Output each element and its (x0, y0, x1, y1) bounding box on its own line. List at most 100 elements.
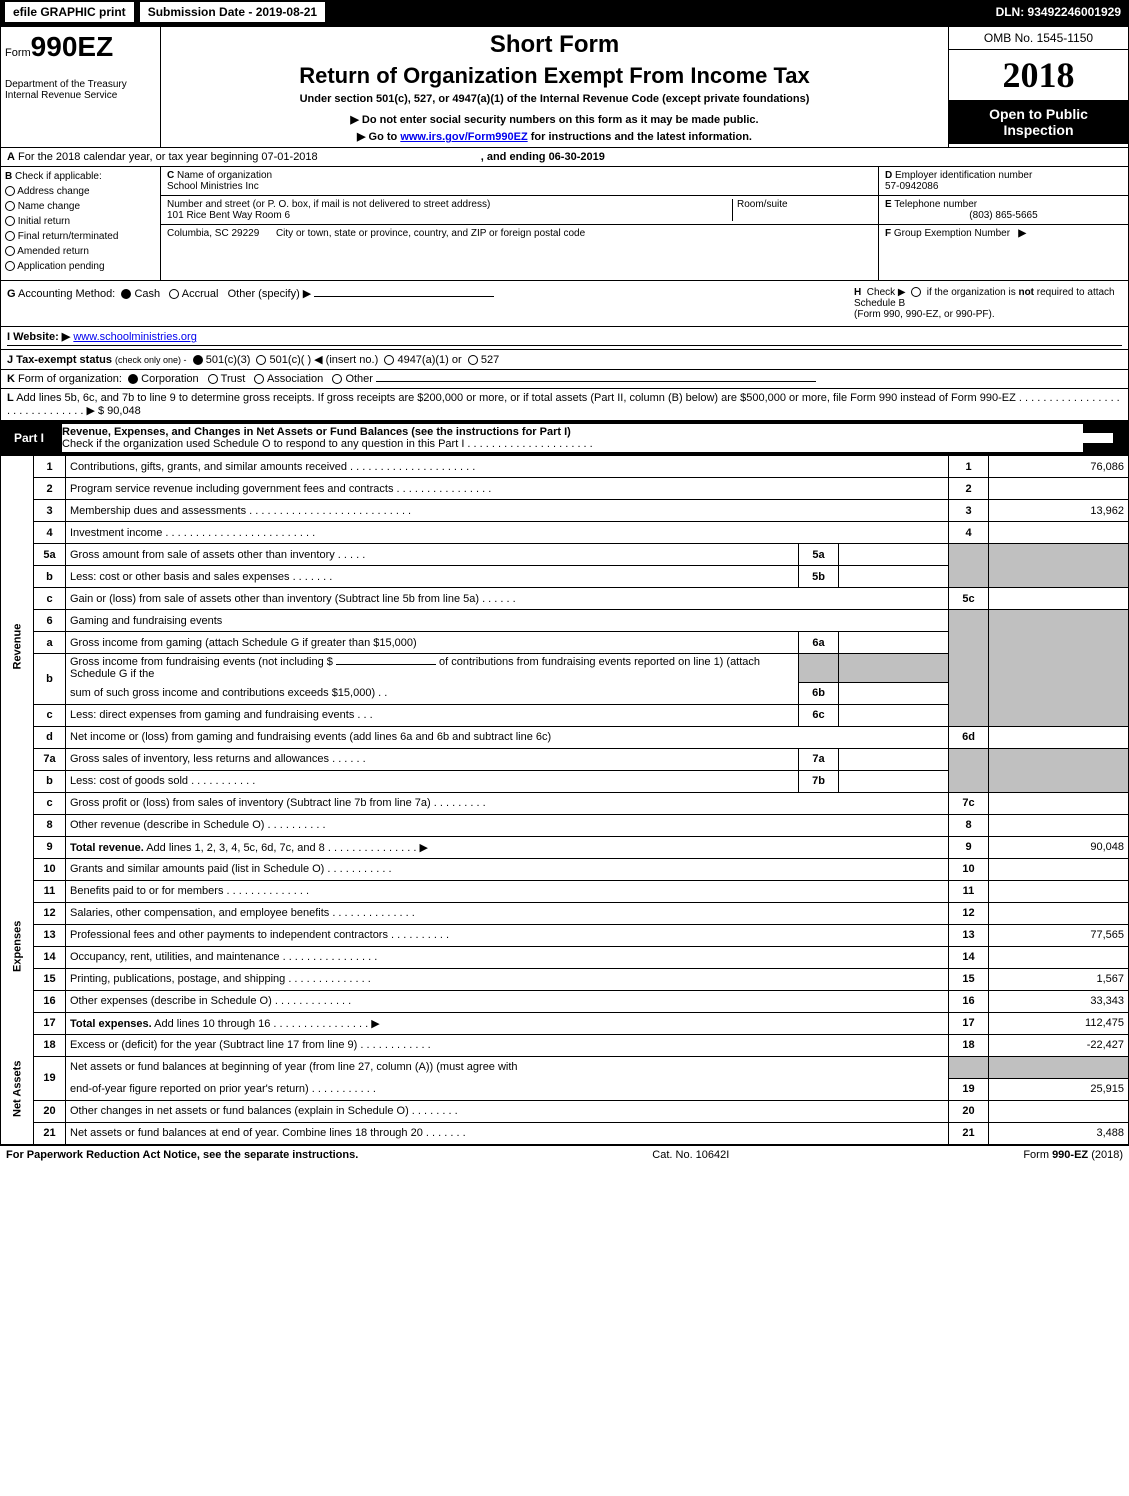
instruction-2: ▶ Go to www.irs.gov/Form990EZ for instru… (171, 130, 938, 143)
line-20-box: 20 (949, 1100, 989, 1122)
line-12-num: 12 (34, 902, 66, 924)
phone-label: Telephone number (894, 199, 977, 210)
row-g: G Accounting Method: Cash Accrual Other … (1, 281, 848, 326)
line-21: 21 Net assets or fund balances at end of… (1, 1122, 1129, 1144)
entity-left-checks: B Check if applicable: Address change Na… (1, 167, 161, 280)
line-11-box: 11 (949, 880, 989, 902)
check-h[interactable] (911, 287, 921, 297)
check-association[interactable] (254, 374, 264, 384)
check-accrual[interactable] (169, 289, 179, 299)
line-6b-subval (839, 682, 949, 704)
header-left: Form990EZ Department of the Treasury Int… (1, 27, 161, 147)
line-15: 15 Printing, publications, postage, and … (1, 968, 1129, 990)
open-line2: Inspection (953, 122, 1124, 138)
shaded-6b-sub (799, 654, 839, 683)
header-center: Short Form Return of Organization Exempt… (161, 27, 948, 147)
line-6d: d Net income or (loss) from gaming and f… (1, 726, 1129, 748)
line-1-amount: 76,086 (989, 456, 1129, 478)
label-l: L (7, 392, 14, 404)
j-label: J Tax-exempt status (7, 354, 112, 366)
line-20-desc: Other changes in net assets or fund bala… (66, 1100, 949, 1122)
line-6b-desc3: sum of such gross income and contributio… (66, 682, 799, 704)
line-19-desc: Net assets or fund balances at beginning… (66, 1056, 949, 1078)
line-6-num: 6 (34, 610, 66, 632)
check-final-return[interactable] (5, 231, 15, 241)
check-other-org[interactable] (332, 374, 342, 384)
line-17-amount: 112,475 (989, 1012, 1129, 1034)
city-value: Columbia, SC 29229 (167, 228, 259, 239)
line-5c-box: 5c (949, 588, 989, 610)
efile-print-button[interactable]: efile GRAPHIC print (4, 1, 135, 23)
row-j-tax-status: J Tax-exempt status (check only one) - 5… (0, 350, 1129, 370)
footer-left: For Paperwork Reduction Act Notice, see … (6, 1149, 358, 1161)
line-6b-desc1: Gross income from fundraising events (no… (70, 656, 336, 668)
check-address-change[interactable] (5, 186, 15, 196)
line-17-desc-wrap: Total expenses. Add lines 10 through 16 … (66, 1012, 949, 1034)
line-4-num: 4 (34, 522, 66, 544)
line-13-num: 13 (34, 924, 66, 946)
line-6a-desc: Gross income from gaming (attach Schedul… (66, 632, 799, 654)
line-5a-num: 5a (34, 544, 66, 566)
line-8-amount (989, 814, 1129, 836)
name-change-label: Name change (18, 201, 80, 212)
check-trust[interactable] (208, 374, 218, 384)
line-19-box: 19 (949, 1078, 989, 1100)
check-pending[interactable] (5, 261, 15, 271)
dln-label: DLN: 93492246001929 (996, 5, 1129, 19)
main-title: Return of Organization Exempt From Incom… (171, 63, 938, 89)
check-501c3[interactable] (193, 355, 203, 365)
check-527[interactable] (468, 355, 478, 365)
shaded-19 (949, 1056, 989, 1078)
line-18-num: 18 (34, 1034, 66, 1056)
label-g: G (7, 288, 16, 300)
line-15-num: 15 (34, 968, 66, 990)
line-3-desc: Membership dues and assessments . . . . … (66, 500, 949, 522)
entity-center: C Name of organization School Ministries… (161, 167, 878, 280)
short-form-title: Short Form (171, 31, 938, 59)
check-4947[interactable] (384, 355, 394, 365)
irs-label: Internal Revenue Service (5, 90, 156, 101)
part-1-check[interactable] (1113, 433, 1123, 443)
line-11-desc: Benefits paid to or for members . . . . … (66, 880, 949, 902)
check-name-change[interactable] (5, 201, 15, 211)
line-10-box: 10 (949, 858, 989, 880)
line-11-num: 11 (34, 880, 66, 902)
label-f: F (885, 228, 891, 239)
line-7a: 7a Gross sales of inventory, less return… (1, 748, 1129, 770)
website-link[interactable]: www.schoolministries.org (73, 331, 196, 343)
check-corporation[interactable] (128, 374, 138, 384)
line-10-desc: Grants and similar amounts paid (list in… (66, 858, 949, 880)
line-11: 11 Benefits paid to or for members . . .… (1, 880, 1129, 902)
form-prefix: Form (5, 47, 31, 59)
check-501c[interactable] (256, 355, 266, 365)
check-amended[interactable] (5, 246, 15, 256)
other-specify-label: Other (specify) ▶ (228, 288, 312, 300)
tax-year: 2018 (949, 50, 1128, 100)
row-a-text1: For the 2018 calendar year, or tax year … (18, 151, 318, 163)
netassets-side-label: Net Assets (1, 1034, 34, 1144)
line-6b-sub: 6b (799, 682, 839, 704)
line-5c-amount (989, 588, 1129, 610)
revenue-side-label: Revenue (1, 456, 34, 837)
line-7c-num: c (34, 792, 66, 814)
line-6c-sub: 6c (799, 704, 839, 726)
line-2-box: 2 (949, 478, 989, 500)
check-cash[interactable] (121, 289, 131, 299)
check-initial-return[interactable] (5, 216, 15, 226)
line-17-desc2: Add lines 10 through 16 . . . . . . . . … (152, 1018, 380, 1030)
irs-link[interactable]: www.irs.gov/Form990EZ (400, 131, 527, 143)
amended-label: Amended return (17, 246, 89, 257)
part-1-title: Revenue, Expenses, and Changes in Net As… (62, 426, 571, 438)
omb-number: OMB No. 1545-1150 (949, 27, 1128, 50)
line-18: Net Assets 18 Excess or (deficit) for th… (1, 1034, 1129, 1056)
line-19-row2: end-of-year figure reported on prior yea… (1, 1078, 1129, 1100)
line-7a-subval (839, 748, 949, 770)
shaded-6 (949, 610, 989, 727)
shaded-19-amt (989, 1056, 1129, 1078)
label-e: E (885, 199, 892, 210)
top-bar-left: efile GRAPHIC print Submission Date - 20… (0, 0, 326, 25)
line-16-num: 16 (34, 990, 66, 1012)
group-exemption-label: Group Exemption Number (894, 228, 1010, 239)
line-7c-desc: Gross profit or (loss) from sales of inv… (66, 792, 949, 814)
line-16-desc: Other expenses (describe in Schedule O) … (66, 990, 949, 1012)
